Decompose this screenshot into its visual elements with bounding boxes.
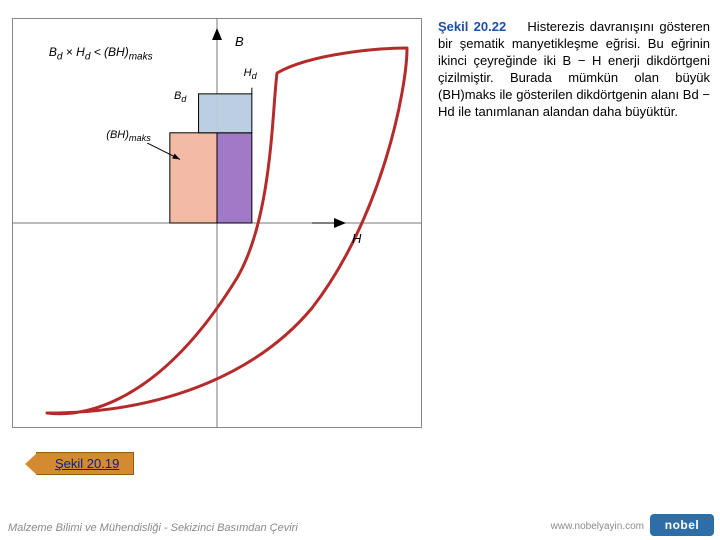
prev-figure-link[interactable]: Şekil 20.19 [36,452,134,475]
footer-book-title: Malzeme Bilimi ve Mühendisliği - Sekizin… [8,522,298,534]
inequality-annotation: Bd × Hd < (BH)maks [49,45,153,62]
prev-figure-link-label: Şekil 20.19 [55,456,119,471]
plot-svg [12,18,422,428]
figure-caption: Şekil 20.22 Histerezis davranışını göste… [438,18,710,120]
hd-annotation: Hd [244,67,257,81]
figure-number: Şekil 20.22 [438,19,506,34]
bhmaks-annotation: (BH)maks [106,129,151,143]
footer-url: www.nobelyayin.com [551,521,644,532]
caption-text: Histerezis davranışını gösteren bir şema… [438,19,710,119]
x-axis-label: H [352,231,361,246]
bd-hd-rect-lower [217,133,252,223]
y-axis-label: B [235,34,244,49]
bh-maks-rect [170,133,217,223]
nobel-logo-badge: nobel [650,514,714,536]
footer: Malzeme Bilimi ve Mühendisliği - Sekizin… [0,512,720,540]
bd-hd-rect-upper [199,94,252,133]
bd-annotation: Bd [174,90,186,104]
